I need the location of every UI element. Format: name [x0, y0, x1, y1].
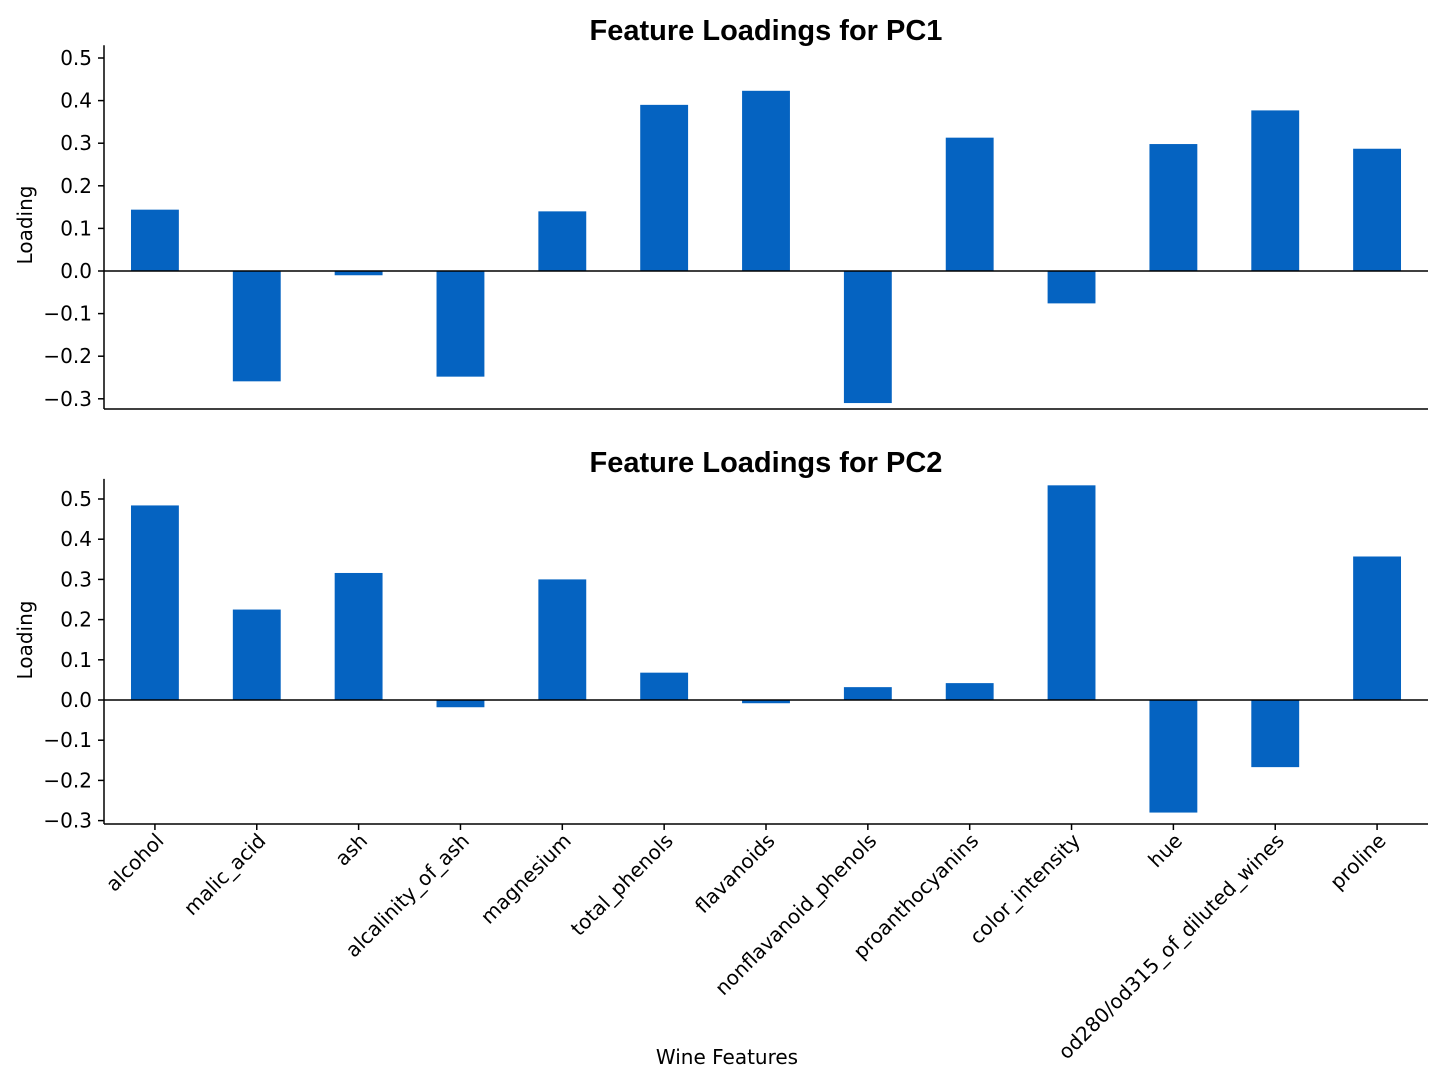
pc2-y-tick-label: 0.4: [60, 527, 92, 551]
pc1-bar-magnesium: [538, 211, 587, 271]
pc2-x-tick-label-hue: hue: [1143, 829, 1187, 873]
pc2-x-tick-label-proline: proline: [1325, 829, 1391, 895]
pc2-y-tick-label: 0.1: [60, 648, 92, 672]
pc1-bar-alcohol: [130, 209, 179, 271]
pc1-y-tick-label: −0.2: [43, 344, 92, 368]
pc2-y-tick-label: 0.0: [60, 688, 92, 712]
pc1-bar-color-intensity: [1047, 271, 1096, 304]
pc1-y-tick-label: 0.5: [60, 46, 92, 70]
pc2-bar-magnesium: [538, 579, 587, 700]
pc2-y-tick-label: 0.5: [60, 487, 92, 511]
pc2-bar-color-intensity: [1047, 485, 1096, 700]
pc2-bar-total-phenols: [640, 672, 689, 700]
pc1-bar-od280-od315-of-diluted-wines: [1251, 110, 1300, 272]
pc2-x-axis-label: Wine Features: [656, 1045, 798, 1069]
pc2-bar-alcalinity-of-ash: [436, 700, 485, 708]
pc1-bar-ash: [334, 271, 383, 276]
pc2-x-tick-label-color-intensity: color_intensity: [965, 828, 1085, 948]
pc2-y-tick-label: −0.3: [43, 809, 92, 833]
pc2-y-axis-label: Loading: [13, 601, 37, 680]
pc2-x-tick-label-alcohol: alcohol: [101, 829, 169, 897]
pc1-y-tick-label: 0.3: [60, 131, 92, 155]
pc1-bar-proanthocyanins: [945, 137, 994, 271]
pc2-x-tick-label-magnesium: magnesium: [476, 829, 576, 929]
pc1-y-axis-label: Loading: [13, 186, 37, 265]
pc2-y-tick-label: 0.2: [60, 608, 92, 632]
pc2-x-tick-label-ash: ash: [330, 829, 372, 871]
pc2-bar-proline: [1353, 556, 1402, 700]
pc2-y-tick-label: 0.3: [60, 567, 92, 591]
pc1-chart-title: Feature Loadings for PC1: [590, 15, 943, 47]
pc2-bar-flavanoids: [742, 700, 790, 704]
pc1-bar-total-phenols: [640, 104, 689, 271]
pc1-bar-hue: [1149, 144, 1198, 271]
pc2-x-tick-label-total-phenols: total_phenols: [566, 829, 678, 941]
pc1-y-tick-label: −0.3: [43, 387, 92, 411]
pc2-bar-malic-acid: [232, 609, 281, 700]
pc2-bar-nonflavanoid-phenols: [843, 687, 892, 700]
pc1-y-tick-label: 0.4: [60, 89, 92, 113]
pc1-bar-flavanoids: [742, 90, 790, 271]
pc2-chart-title: Feature Loadings for PC2: [590, 447, 943, 479]
pc2-x-tick-label-od280-od315-of-diluted-wines: od280/od315_of_diluted_wines: [1053, 829, 1288, 1064]
pc1-y-tick-label: 0.1: [60, 216, 92, 240]
pc2-bar-alcohol: [130, 505, 179, 700]
pc2-x-tick-label-flavanoids: flavanoids: [690, 829, 779, 918]
pc1-y-tick-label: 0.2: [60, 174, 92, 198]
pc2-y-tick-label: −0.2: [43, 768, 92, 792]
pc1-y-tick-label: −0.1: [43, 302, 92, 326]
pc1-bar-proline: [1353, 148, 1402, 271]
pc2-y-tick-label: −0.1: [43, 728, 92, 752]
pc1-bar-nonflavanoid-phenols: [843, 271, 892, 404]
pc1-bar-malic-acid: [232, 271, 281, 382]
pc2-x-tick-label-malic-acid: malic_acid: [179, 829, 270, 920]
pc1-y-tick-label: 0.0: [60, 259, 92, 283]
pc1-bar-alcalinity-of-ash: [436, 271, 485, 377]
pc2-bar-ash: [334, 572, 383, 700]
pc2-bar-proanthocyanins: [945, 683, 994, 700]
pc2-bar-hue: [1149, 700, 1198, 813]
pc2-bar-od280-od315-of-diluted-wines: [1251, 700, 1300, 768]
